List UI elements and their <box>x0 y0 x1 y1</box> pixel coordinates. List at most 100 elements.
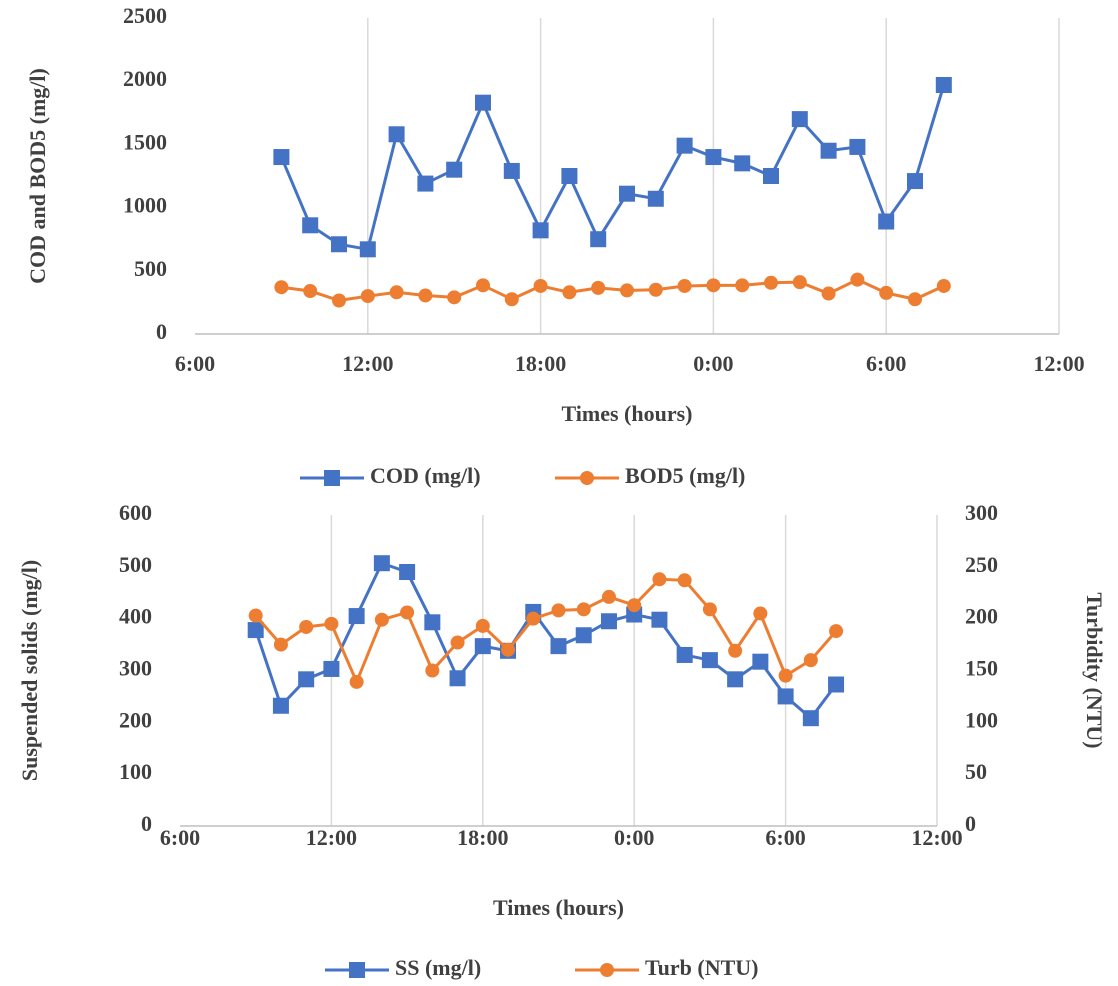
marker <box>348 608 365 625</box>
marker <box>777 688 794 705</box>
marker <box>475 94 491 111</box>
marker <box>474 638 491 655</box>
y-tick-label: 500 <box>119 552 152 577</box>
legend-marker <box>324 470 340 486</box>
marker <box>778 668 793 683</box>
marker <box>734 155 751 172</box>
y-tick-label: 200 <box>119 707 152 732</box>
marker <box>359 241 376 258</box>
marker <box>753 606 768 621</box>
y2-tick-label: 0 <box>965 811 976 836</box>
legend-label: SS (mg/l) <box>395 955 481 980</box>
y-tick-label: 2500 <box>123 3 167 28</box>
marker <box>388 126 405 143</box>
x-tick-label: 6:00 <box>175 351 215 376</box>
y2-tick-label: 100 <box>965 707 998 732</box>
marker <box>551 603 566 618</box>
marker <box>820 142 837 159</box>
marker <box>908 292 922 307</box>
marker <box>821 286 836 301</box>
marker <box>647 190 664 207</box>
marker <box>850 272 865 287</box>
marker <box>400 605 415 620</box>
marker <box>273 149 290 166</box>
marker <box>829 624 844 639</box>
marker <box>706 278 721 293</box>
marker <box>299 619 314 634</box>
marker <box>449 670 466 687</box>
marker <box>701 652 718 669</box>
y2-tick-label: 250 <box>965 552 998 577</box>
marker <box>446 161 463 178</box>
x-axis-title: Times (hours) <box>493 895 624 920</box>
marker <box>501 642 516 657</box>
marker <box>702 602 717 617</box>
y-tick-label: 2000 <box>123 66 167 91</box>
marker <box>705 149 722 166</box>
y-tick-label: 600 <box>119 500 152 525</box>
marker <box>619 185 635 202</box>
y-tick-label: 400 <box>119 604 152 629</box>
marker <box>562 285 577 300</box>
x-tick-label: 18:00 <box>457 825 508 850</box>
marker <box>600 613 617 630</box>
marker <box>752 653 769 670</box>
marker <box>424 614 441 631</box>
legend-label: BOD5 (mg/l) <box>625 463 745 488</box>
y2-tick-label: 150 <box>965 656 998 681</box>
x-tick-label: 6:00 <box>765 825 805 850</box>
marker <box>676 646 693 663</box>
marker <box>425 663 440 678</box>
y-axis-title: COD and BOD5 (mg/l) <box>25 68 50 284</box>
marker <box>476 278 490 293</box>
y2-tick-label: 200 <box>965 604 998 629</box>
marker <box>389 285 404 300</box>
marker <box>803 653 818 668</box>
y-tick-label: 0 <box>141 811 152 836</box>
x-tick-label: 18:00 <box>515 351 566 376</box>
x-tick-label: 12:00 <box>342 351 393 376</box>
marker <box>677 278 692 293</box>
marker <box>576 602 591 617</box>
x-tick-label: 12:00 <box>1033 351 1084 376</box>
marker <box>274 280 289 295</box>
marker <box>677 573 692 588</box>
marker <box>828 676 845 693</box>
marker <box>417 175 434 192</box>
marker <box>332 293 346 308</box>
marker <box>849 138 866 155</box>
marker <box>272 697 289 714</box>
marker <box>907 173 923 190</box>
marker <box>879 285 894 300</box>
marker <box>323 660 340 677</box>
x-axis-title: Times (hours) <box>562 401 693 426</box>
marker <box>418 288 433 303</box>
marker <box>792 275 807 290</box>
series-line <box>280 84 946 252</box>
marker <box>590 231 607 248</box>
marker <box>248 608 263 623</box>
marker <box>450 635 465 650</box>
marker <box>399 564 416 581</box>
marker <box>526 611 541 626</box>
marker <box>764 275 778 290</box>
marker <box>374 612 389 627</box>
marker <box>601 589 616 604</box>
marker <box>504 292 519 307</box>
y-tick-label: 500 <box>134 256 167 281</box>
x-tick-label: 12:00 <box>911 825 962 850</box>
y-tick-label: 100 <box>119 759 152 784</box>
marker <box>627 598 642 613</box>
marker <box>373 555 390 572</box>
marker <box>763 168 779 184</box>
y2-axis-title: Turbidity (NTU) <box>1082 592 1107 748</box>
marker <box>550 638 567 655</box>
marker <box>503 162 520 179</box>
marker <box>728 643 743 658</box>
marker <box>878 213 895 230</box>
marker <box>360 289 375 304</box>
series-line <box>254 577 838 686</box>
marker <box>447 290 462 305</box>
marker <box>591 280 606 295</box>
